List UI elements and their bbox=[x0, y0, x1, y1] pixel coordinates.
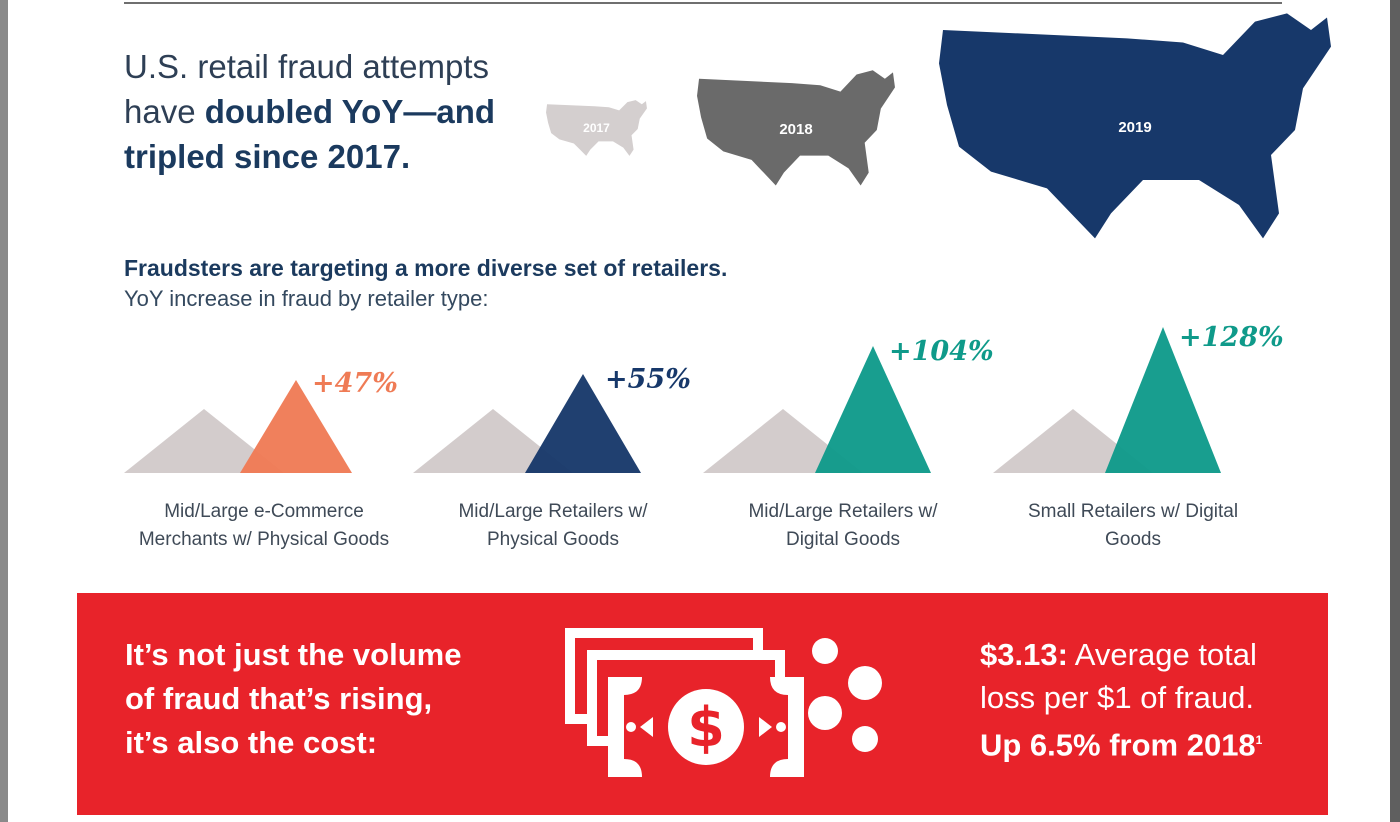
banner-stat: $3.13: Average total loss per $1 of frau… bbox=[980, 633, 1320, 766]
headline-line1: U.S. retail fraud attempts bbox=[124, 48, 489, 85]
banner-line2: of fraud that’s rising, bbox=[125, 681, 433, 716]
us-map-2018: 2018 bbox=[695, 66, 897, 194]
retailer-label-line1: Small Retailers w/ Digital bbox=[1027, 501, 1239, 522]
growth-peak bbox=[815, 346, 931, 473]
banner-line1: It’s not just the volume bbox=[125, 637, 462, 672]
stat-text-3: Up 6.5% from 2018 bbox=[980, 727, 1256, 763]
map-year-label: 2017 bbox=[583, 121, 610, 135]
retailer-label-line1: Mid/Large e-Commerce bbox=[164, 501, 364, 522]
growth-peak bbox=[240, 380, 352, 473]
window-edge-right bbox=[1390, 0, 1400, 822]
peak-chart bbox=[124, 380, 352, 473]
retailer-type-item: +128% Small Retailers w/ Digital Goods bbox=[993, 320, 1284, 560]
svg-text:$: $ bbox=[687, 696, 725, 759]
footnote-marker: 1 bbox=[1255, 733, 1263, 747]
us-map-2019: 2019 bbox=[935, 5, 1335, 255]
map-year-label: 2018 bbox=[779, 121, 813, 138]
percent-increase: +55% bbox=[605, 364, 691, 395]
retailer-type-item: +104% Mid/Large Retailers w/Digital Good… bbox=[703, 320, 994, 560]
us-map-2017: 2017 bbox=[545, 98, 648, 160]
retailer-label-line2: Physical Goods bbox=[486, 529, 619, 550]
window-edge-left bbox=[0, 0, 8, 822]
peak-chart bbox=[703, 346, 931, 473]
percent-increase: +47% bbox=[312, 368, 398, 399]
peak-chart bbox=[413, 374, 641, 473]
headline-line2-bold: doubled YoY—and bbox=[204, 93, 496, 130]
retailer-type-item: +55% Mid/Large Retailers w/Physical Good… bbox=[413, 320, 693, 560]
map-year-label: 2019 bbox=[1118, 119, 1152, 136]
peak-chart bbox=[993, 327, 1221, 473]
stat-text-2: loss per $1 of fraud. bbox=[980, 680, 1254, 715]
headline-line2-prefix: have bbox=[124, 93, 205, 130]
headline: U.S. retail fraud attempts have doubled … bbox=[124, 44, 544, 179]
cost-banner: It’s not just the volume of fraud that’s… bbox=[77, 593, 1328, 815]
dollar-bills-icon: $ bbox=[562, 625, 922, 790]
banner-statement: It’s not just the volume of fraud that’s… bbox=[125, 633, 525, 765]
growth-peak bbox=[525, 374, 641, 473]
retailer-label-line1: Mid/Large Retailers w/ bbox=[748, 501, 938, 522]
section-title: Fraudsters are targeting a more diverse … bbox=[124, 255, 728, 281]
top-divider bbox=[124, 2, 1282, 4]
section-caption: YoY increase in fraud by retailer type: bbox=[124, 286, 489, 311]
retailer-label-line2: Goods bbox=[1105, 529, 1161, 550]
retailer-type-item: +47% Mid/Large e-Commerce Merchants w/ Ph… bbox=[124, 320, 404, 560]
percent-increase: +128% bbox=[1179, 322, 1284, 353]
growth-peak bbox=[1105, 327, 1221, 473]
percent-increase: +104% bbox=[889, 336, 994, 367]
stat-text-1: Average total bbox=[1067, 637, 1257, 672]
retailer-label-line2: Digital Goods bbox=[785, 529, 901, 550]
baseline-peak bbox=[413, 409, 573, 473]
stat-value: $3.13: bbox=[980, 637, 1068, 672]
banner-line3: it’s also the cost: bbox=[125, 725, 378, 760]
headline-line3: tripled since 2017. bbox=[124, 138, 411, 175]
retailer-label-line2: Merchants w/ Physical Goods bbox=[138, 529, 390, 550]
baseline-peak bbox=[124, 409, 284, 473]
retailer-label-line1: Mid/Large Retailers w/ bbox=[458, 501, 648, 522]
